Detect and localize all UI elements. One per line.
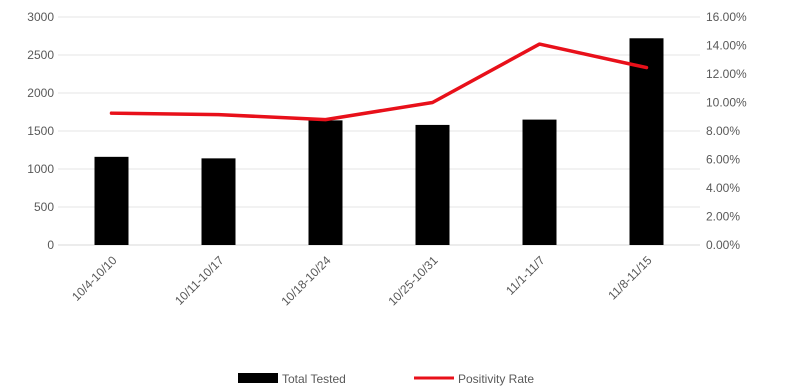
y-left-tick-label: 1000 xyxy=(27,162,54,176)
y-left-tick-label: 1500 xyxy=(27,124,54,138)
x-axis: 10/4-10/10 10/11-10/17 10/18-10/24 10/25-10… xyxy=(69,253,655,308)
y-right-tick-label: 4.00% xyxy=(706,181,740,195)
bar-series xyxy=(94,38,664,245)
y-right-tick-label: 12.00% xyxy=(706,67,747,81)
y-right-tick-label: 2.00% xyxy=(706,210,740,224)
y-right-tick-label: 16.00% xyxy=(706,10,747,24)
y-axis-right: 0.00% 2.00% 4.00% 6.00% 8.00% 10.00% 12.00% 14.… xyxy=(706,10,747,252)
bar xyxy=(629,38,664,245)
y-left-tick-label: 2000 xyxy=(27,86,54,100)
y-left-tick-label: 3000 xyxy=(27,10,54,24)
y-right-tick-label: 10.00% xyxy=(706,96,747,110)
y-axis-left: 0 500 1000 1500 2000 2500 3000 xyxy=(27,10,54,252)
y-left-tick-label: 2500 xyxy=(27,48,54,62)
x-tick-label: 10/4-10/10 xyxy=(69,253,120,304)
bar xyxy=(522,119,557,245)
legend-label-positivity-rate: Positivity Rate xyxy=(458,372,534,386)
positivity-rate-line xyxy=(109,42,649,122)
legend: Total Tested Positivity Rate xyxy=(238,372,534,386)
bar xyxy=(201,158,236,245)
y-left-tick-label: 500 xyxy=(34,200,54,214)
y-right-tick-label: 8.00% xyxy=(706,124,740,138)
y-right-tick-label: 6.00% xyxy=(706,153,740,167)
bar xyxy=(308,120,343,245)
legend-label-total-tested: Total Tested xyxy=(282,372,346,386)
bar xyxy=(94,156,129,245)
bar xyxy=(415,124,450,245)
y-right-tick-label: 0.00% xyxy=(706,238,740,252)
y-left-tick-label: 0 xyxy=(47,238,54,252)
y-right-tick-label: 14.00% xyxy=(706,39,747,53)
x-tick-label: 11/1-11/7 xyxy=(503,253,548,298)
x-tick-label: 10/18-10/24 xyxy=(278,253,333,308)
x-tick-label: 11/8-11/15 xyxy=(605,253,654,302)
legend-swatch-total-tested xyxy=(238,373,278,383)
x-tick-label: 10/25-10/31 xyxy=(385,253,440,308)
gridlines xyxy=(58,16,700,246)
x-tick-label: 10/11-10/17 xyxy=(172,253,227,308)
